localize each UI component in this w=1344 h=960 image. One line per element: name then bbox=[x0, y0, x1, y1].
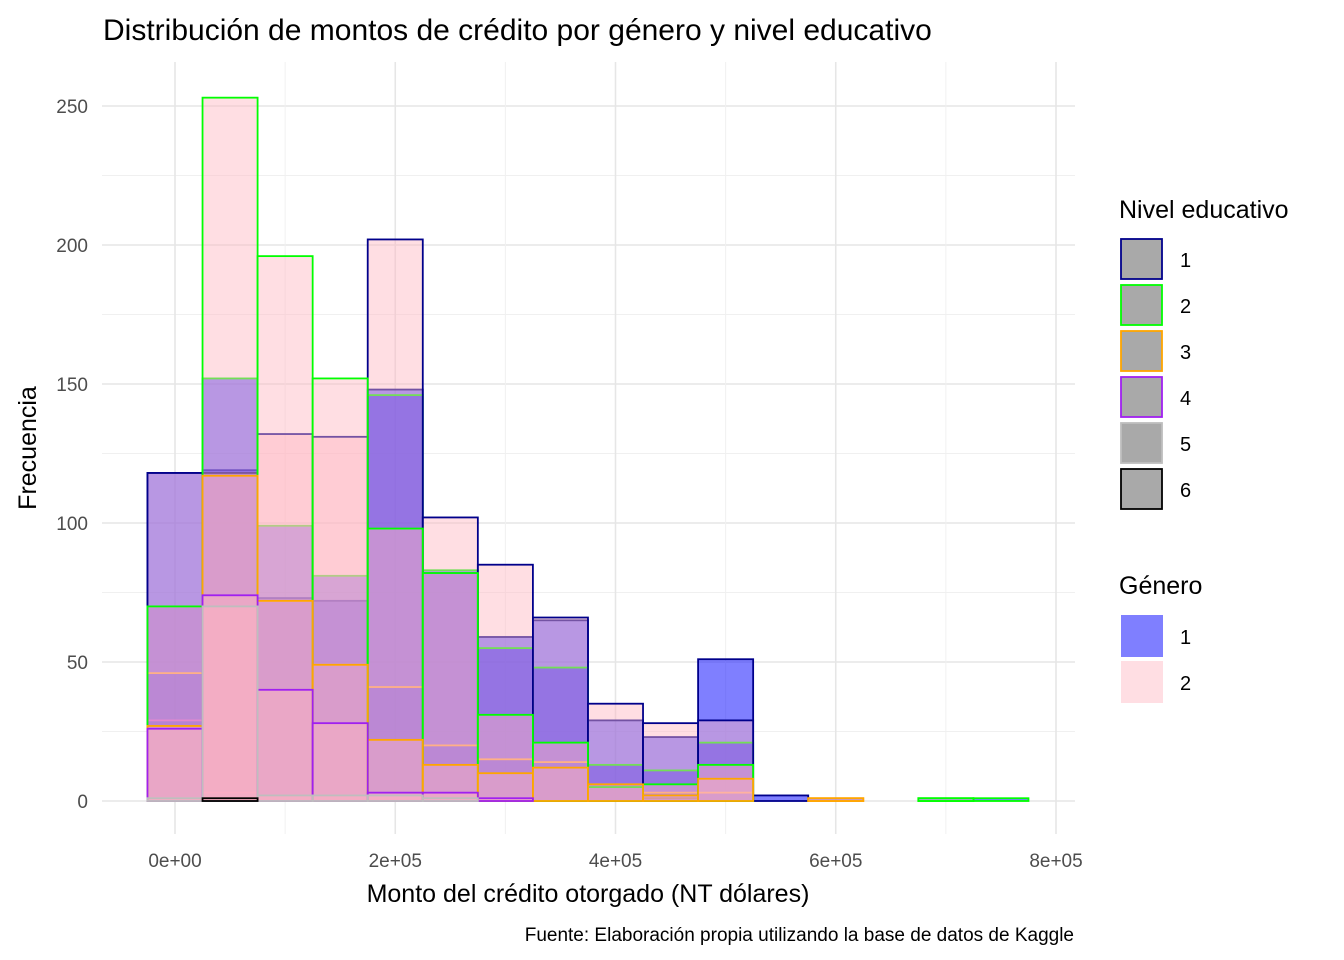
legend-key-outline bbox=[1120, 238, 1163, 280]
histogram-bar bbox=[917, 797, 975, 802]
histogram-bar bbox=[311, 722, 369, 802]
y-tick-label: 200 bbox=[56, 236, 88, 257]
x-tick-label: 0e+00 bbox=[148, 851, 201, 872]
histogram-bar bbox=[421, 516, 479, 802]
histogram-bar bbox=[146, 725, 204, 802]
legend-key-outline bbox=[1120, 422, 1163, 464]
histogram-bar bbox=[311, 794, 369, 802]
legend-key-fill bbox=[1121, 615, 1163, 657]
y-axis-ticks: 0 50 100 150 200 250 bbox=[56, 97, 88, 813]
y-tick-label: 0 bbox=[77, 792, 88, 813]
histogram-bars bbox=[146, 96, 1030, 802]
histogram-bar bbox=[421, 797, 479, 802]
grid-lines bbox=[102, 62, 1075, 834]
histogram-bar bbox=[476, 797, 534, 802]
histogram-bar bbox=[146, 605, 204, 802]
histogram-bar bbox=[256, 599, 314, 802]
legend-fill-title: Género bbox=[1119, 572, 1202, 600]
x-tick-label: 2e+05 bbox=[369, 851, 422, 872]
legend-nivel-educativo: Nivel educativo 1 2 3 4 5 6 bbox=[1119, 196, 1289, 510]
legend-label-genero: 1 bbox=[1180, 627, 1191, 649]
histogram-bar bbox=[697, 777, 755, 802]
legend-key-outline bbox=[1120, 330, 1163, 372]
histogram-bar bbox=[532, 741, 589, 802]
histogram-bar bbox=[532, 616, 589, 802]
legend-label-nivel: 3 bbox=[1180, 342, 1191, 364]
histogram-bar bbox=[421, 572, 479, 802]
legend-label-nivel: 4 bbox=[1180, 388, 1191, 410]
histogram-bar bbox=[201, 797, 259, 802]
histogram-bar bbox=[201, 472, 259, 802]
histogram-bar bbox=[532, 766, 589, 802]
y-axis-title: Frecuencia bbox=[14, 386, 42, 510]
histogram-bar bbox=[201, 594, 259, 802]
histogram-bar bbox=[201, 605, 259, 802]
legend-label-nivel: 5 bbox=[1180, 434, 1191, 456]
histogram-bar bbox=[256, 794, 314, 802]
chart-title: Distribución de montos de crédito por gé… bbox=[103, 14, 932, 47]
legend-key-outline bbox=[1120, 468, 1163, 510]
histogram-bar bbox=[366, 794, 424, 802]
histogram-bar bbox=[311, 377, 369, 802]
y-tick-label: 50 bbox=[67, 653, 88, 674]
histogram-bar bbox=[697, 719, 755, 802]
legend-label-nivel: 6 bbox=[1180, 480, 1191, 502]
x-tick-label: 4e+05 bbox=[589, 851, 642, 872]
y-tick-label: 100 bbox=[56, 514, 88, 535]
histogram-bar bbox=[807, 797, 865, 802]
legend-label-nivel: 2 bbox=[1180, 296, 1191, 318]
histogram-bar bbox=[201, 96, 259, 802]
y-tick-label: 250 bbox=[56, 97, 88, 118]
legend-key-fill bbox=[1121, 661, 1163, 703]
y-tick-label: 150 bbox=[56, 375, 88, 396]
x-axis-ticks: 0e+00 2e+05 4e+05 6e+05 8e+05 bbox=[148, 851, 1082, 872]
histogram-bar bbox=[146, 797, 204, 802]
histogram-bar bbox=[752, 794, 810, 802]
x-tick-label: 6e+05 bbox=[809, 851, 862, 872]
legend-genero: Género 1 2 bbox=[1119, 572, 1202, 703]
histogram-bar bbox=[972, 797, 1030, 802]
histogram-bar bbox=[587, 783, 644, 802]
x-tick-label: 8e+05 bbox=[1029, 851, 1082, 872]
histogram-bar bbox=[476, 772, 534, 802]
legend-key-outline bbox=[1120, 376, 1163, 418]
histogram-bar bbox=[256, 599, 314, 802]
histogram-bar bbox=[476, 713, 534, 802]
legend-outline-title: Nivel educativo bbox=[1119, 196, 1289, 224]
histogram-bar bbox=[642, 794, 699, 802]
legend-key-outline bbox=[1120, 284, 1163, 326]
histogram-bar bbox=[366, 738, 424, 802]
legend-label-nivel: 1 bbox=[1180, 250, 1191, 272]
chart-caption: Fuente: Elaboración propia utilizando la… bbox=[525, 925, 1074, 946]
histogram-bar bbox=[532, 761, 589, 802]
histogram-bar bbox=[256, 688, 314, 802]
histogram-bar bbox=[146, 727, 204, 802]
histogram-bar bbox=[146, 472, 204, 802]
x-axis-title: Monto del crédito otorgado (NT dólares) bbox=[367, 880, 810, 908]
legend-label-genero: 2 bbox=[1180, 673, 1191, 695]
